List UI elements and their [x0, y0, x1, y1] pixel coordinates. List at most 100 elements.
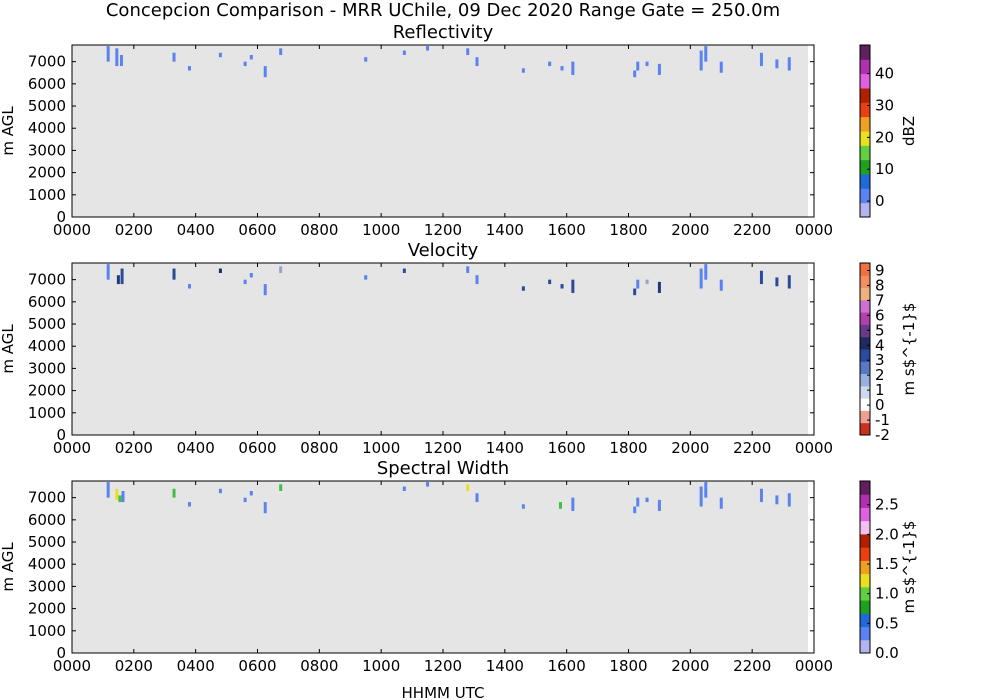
reflectivity-y-tick-label: 1000: [28, 186, 66, 204]
reflectivity-colorbar-segment: [860, 202, 870, 218]
reflectivity-y-axis-label: m AGL: [0, 106, 17, 156]
reflectivity-echo-16: [548, 61, 552, 67]
velocity-echo-2: [120, 268, 124, 285]
spectral-width-x-tick-label: 0400: [177, 657, 215, 675]
spectral-width-echo-24: [719, 497, 723, 509]
spectral-width-colorbar-segment: [860, 481, 870, 495]
reflectivity-echo-1: [115, 48, 119, 67]
spectral-width-echo-7: [243, 497, 247, 503]
reflectivity-echo-27: [775, 59, 779, 69]
velocity-x-tick-label: 1400: [486, 439, 524, 457]
reflectivity-x-tick-label: 0200: [115, 221, 153, 239]
spectral-width-y-tick-label: 4000: [28, 555, 66, 573]
velocity-x-tick-label: 2200: [733, 439, 771, 457]
spectral-width-echo-25: [759, 488, 763, 503]
velocity-x-tick-label: 0800: [300, 439, 338, 457]
velocity-y-tick-label: 7000: [28, 271, 66, 289]
reflectivity-colorbar-segment: [860, 131, 870, 146]
velocity-echo-3: [172, 268, 176, 280]
velocity-echo-16: [560, 284, 564, 289]
spectral-width-echo-8: [249, 490, 253, 496]
reflectivity-colorbar-label: dBZ: [900, 116, 918, 146]
reflectivity-colorbar-tick-label: 0: [875, 192, 885, 210]
spectral-width-colorbar-tick-label: 1.5: [875, 555, 899, 573]
velocity-echo-8: [263, 284, 267, 296]
reflectivity-colorbar-segment: [860, 174, 870, 189]
spectral-width-echo-13: [466, 484, 470, 491]
velocity-x-tick-label: 0400: [177, 439, 215, 457]
reflectivity-y-tick-label: 3000: [28, 141, 66, 159]
velocity-echo-7: [249, 272, 253, 278]
velocity-colorbar-tick-label: -2: [875, 426, 890, 444]
velocity-colorbar-segment: [860, 361, 870, 375]
reflectivity-echo-28: [787, 57, 791, 71]
spectral-width-colorbar-segment: [860, 626, 870, 641]
spectral-width-x-tick-label: 0000: [795, 657, 833, 675]
reflectivity-echo-6: [243, 61, 247, 67]
velocity-y-tick-label: 5000: [28, 315, 66, 333]
velocity-echo-9: [279, 266, 283, 273]
reflectivity-x-tick-label: 0000: [53, 221, 91, 239]
spectral-width-x-tick-label: 1200: [424, 657, 462, 675]
velocity-colorbar-segment: [860, 410, 870, 424]
velocity-colorbar-segment: [860, 373, 870, 387]
velocity-y-tick-label: 1000: [28, 404, 66, 422]
velocity-echo-27: [787, 275, 791, 289]
velocity-y-tick-label: 6000: [28, 293, 66, 311]
spectral-width-x-tick-label: 0800: [300, 657, 338, 675]
velocity-colorbar-segment: [860, 385, 870, 399]
velocity-colorbar-tick-label: 3: [875, 351, 885, 369]
spectral-width-echo-6: [218, 488, 222, 494]
velocity-echo-22: [699, 268, 703, 289]
spectral-width-colorbar-segment: [860, 573, 870, 588]
velocity-echo-18: [633, 288, 637, 296]
reflectivity-echo-5: [218, 52, 222, 58]
reflectivity-colorbar-segment: [860, 73, 870, 89]
velocity-x-tick-label: 0200: [115, 439, 153, 457]
velocity-echo-20: [645, 279, 649, 285]
spectral-width-echo-19: [636, 497, 640, 507]
velocity-echo-24: [719, 279, 723, 291]
velocity-x-tick-label: 2000: [671, 439, 709, 457]
velocity-plot-background: [72, 263, 808, 435]
spectral-width-x-tick-label: 1600: [548, 657, 586, 675]
reflectivity-echo-4: [187, 66, 191, 71]
spectral-width-echo-14: [475, 493, 479, 503]
velocity-y-tick-label: 4000: [28, 337, 66, 355]
spectral-width-x-tick-label: 2200: [733, 657, 771, 675]
reflectivity-echo-10: [364, 57, 368, 62]
spectral-width-y-tick-label: 0: [56, 644, 66, 662]
spectral-width-y-tick-label: 2000: [28, 600, 66, 618]
reflectivity-colorbar-frame: [859, 44, 871, 218]
reflectivity-colorbar-tick-label: 40: [875, 65, 894, 83]
velocity-x-tick-label: 0000: [795, 439, 833, 457]
spectral-width-colorbar-segment: [860, 639, 870, 654]
spectral-width-colorbar-tick-label: 0.0: [875, 644, 899, 662]
x-axis-label: HHMM UTC: [402, 684, 485, 700]
reflectivity-colorbar-segment: [860, 159, 870, 175]
figure-title: Concepcion Comparison - MRR UChile, 09 D…: [106, 0, 780, 21]
reflectivity-y-tick-label: 7000: [28, 53, 66, 71]
reflectivity-y-tick-label: 4000: [28, 119, 66, 137]
velocity-y-tick-label: 3000: [28, 359, 66, 377]
reflectivity-plot-background: [72, 45, 808, 217]
reflectivity-echo-11: [402, 50, 406, 55]
velocity-colorbar-segment: [860, 299, 870, 313]
reflectivity-colorbar-segment: [860, 45, 870, 60]
reflectivity-x-tick-label: 1600: [548, 221, 586, 239]
spectral-width-y-tick-label: 1000: [28, 622, 66, 640]
velocity-echo-12: [466, 266, 470, 273]
spectral-width-echo-10: [279, 484, 283, 491]
velocity-x-tick-label: 1800: [609, 439, 647, 457]
spectral-width-echo-2: [118, 495, 122, 503]
reflectivity-x-tick-label: 2000: [671, 221, 709, 239]
reflectivity-x-tick-label: 0600: [238, 221, 276, 239]
velocity-title: Velocity: [408, 240, 479, 261]
spectral-width-y-tick-label: 6000: [28, 511, 66, 529]
reflectivity-colorbar-tick-label: 30: [875, 97, 894, 115]
spectral-width-x-tick-label: 2000: [671, 657, 709, 675]
reflectivity-echo-8: [263, 66, 267, 78]
reflectivity-echo-21: [645, 61, 649, 67]
velocity-colorbar-frame: [859, 262, 871, 436]
spectral-width-colorbar-tick-label: 2.0: [875, 525, 899, 543]
